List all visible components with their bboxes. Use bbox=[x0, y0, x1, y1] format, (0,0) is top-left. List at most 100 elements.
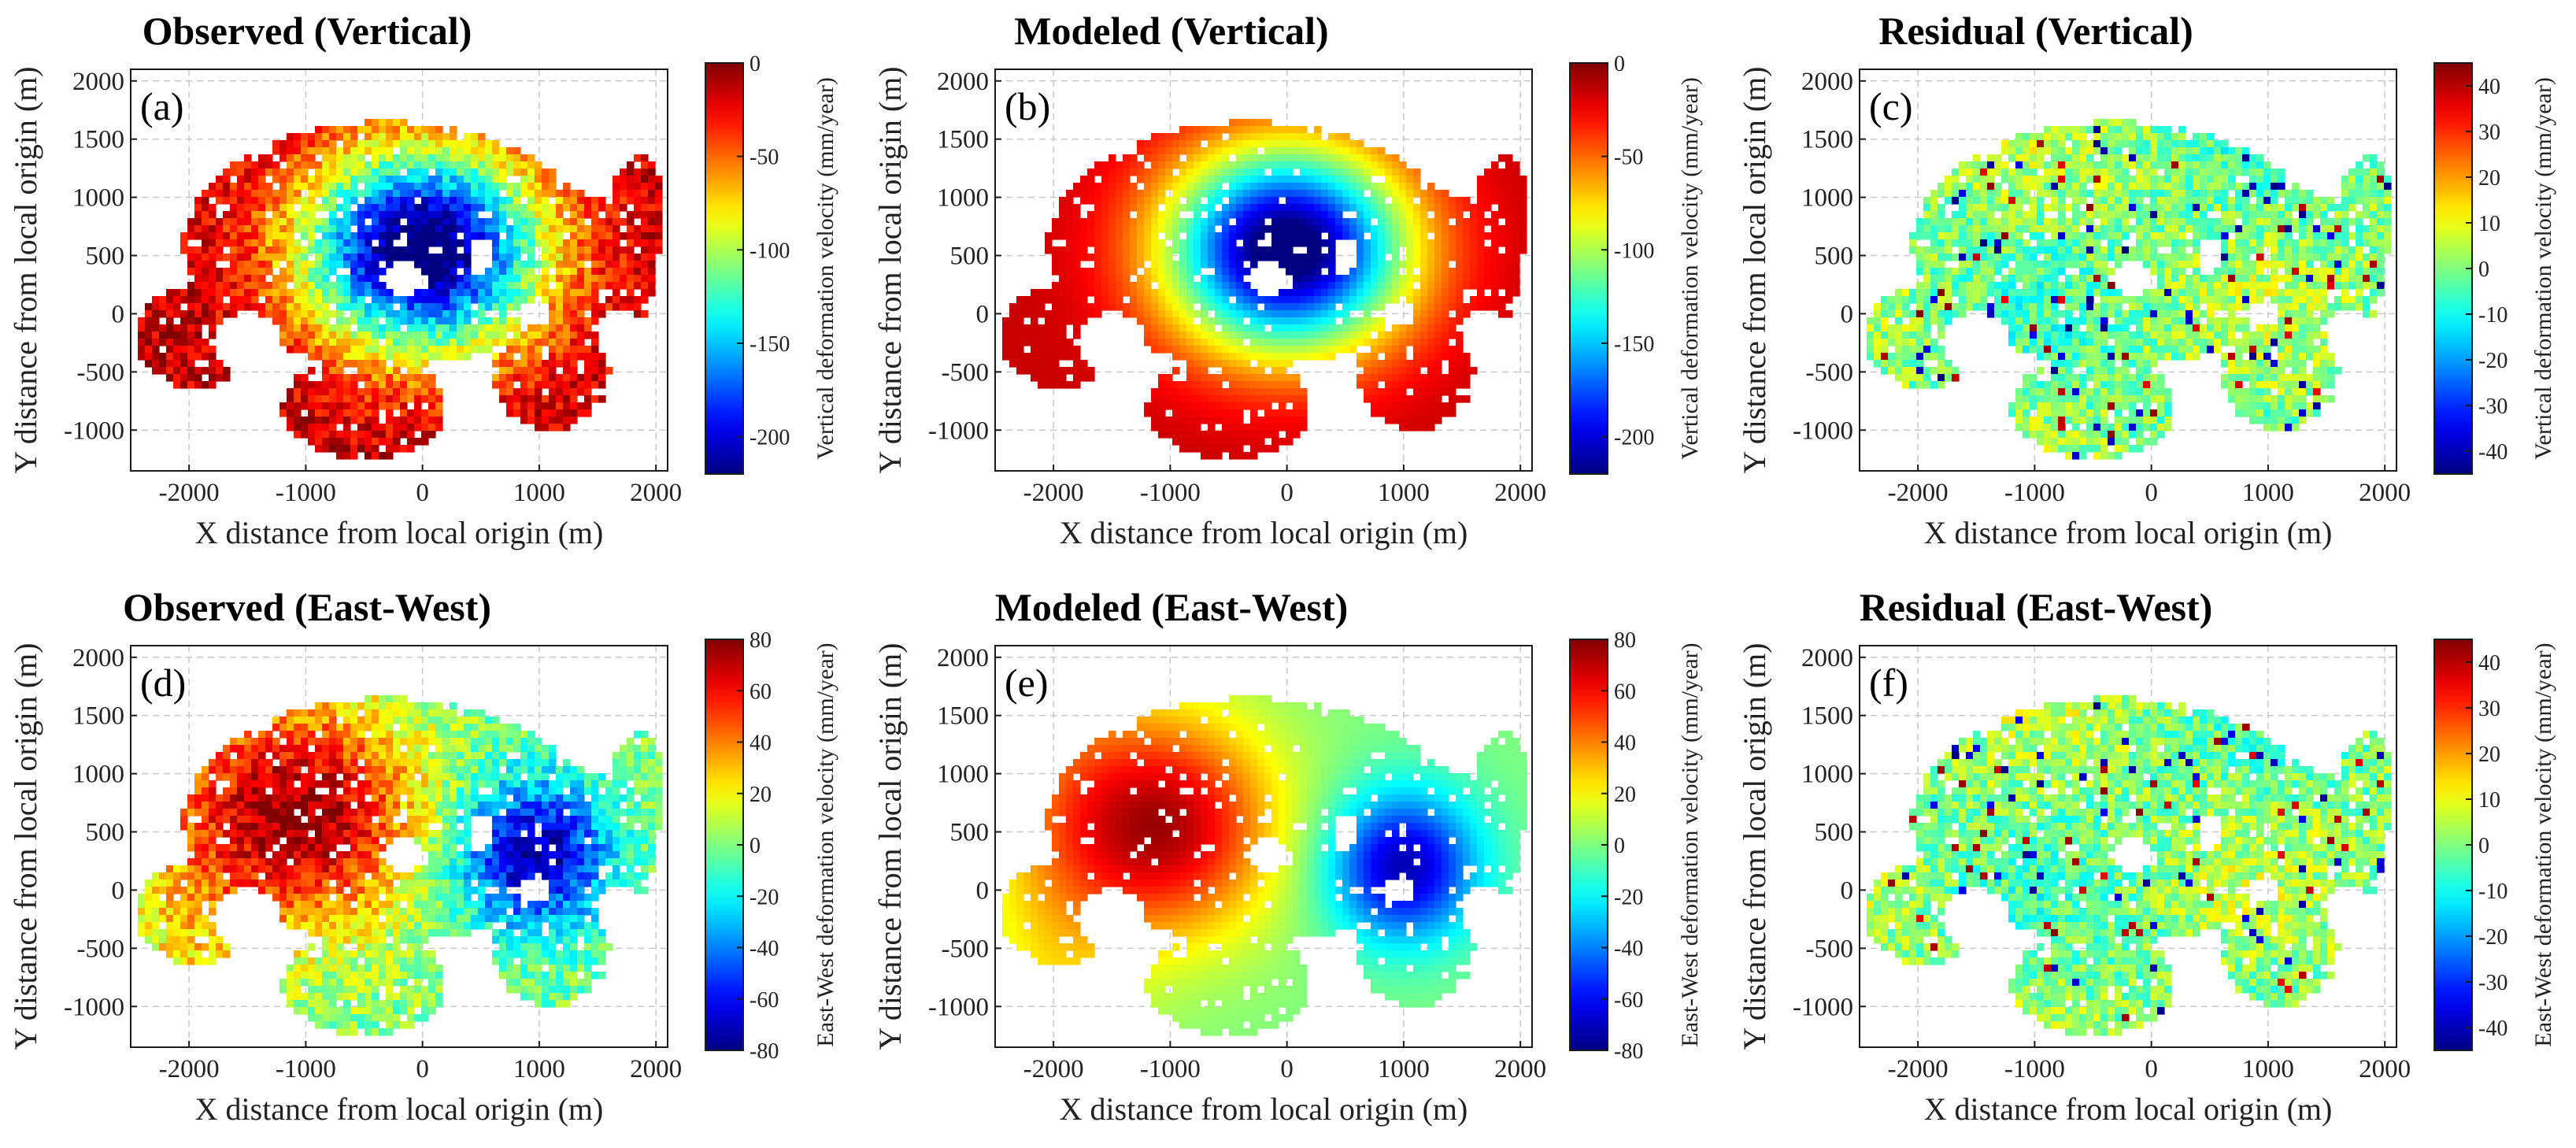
data-cell bbox=[350, 445, 358, 453]
data-cell bbox=[1994, 190, 2002, 198]
data-cell bbox=[1300, 239, 1308, 247]
data-cell bbox=[365, 331, 372, 339]
data-cell bbox=[2023, 147, 2030, 155]
data-cell bbox=[244, 190, 252, 198]
data-cell bbox=[570, 381, 578, 389]
data-cell bbox=[308, 275, 316, 283]
data-cell bbox=[1378, 225, 1386, 233]
data-cell bbox=[1215, 246, 1223, 254]
data-cell bbox=[435, 346, 443, 354]
data-cell bbox=[1959, 310, 1967, 318]
data-cell bbox=[2023, 161, 2030, 169]
data-cell bbox=[1973, 268, 1981, 276]
data-cell bbox=[1271, 246, 1279, 254]
data-cell bbox=[152, 324, 160, 332]
data-cell bbox=[1222, 424, 1230, 431]
colorbar-label: Vertical deformation velocity (mm/year) bbox=[1677, 77, 1703, 460]
data-cell bbox=[301, 133, 309, 141]
data-cell bbox=[1434, 211, 1442, 219]
data-cell bbox=[1385, 381, 1393, 389]
data-cell bbox=[1427, 388, 1435, 396]
data-cell bbox=[1470, 239, 1478, 247]
data-cell bbox=[542, 360, 550, 368]
data-cell bbox=[1151, 296, 1159, 304]
data-cell bbox=[1321, 197, 1329, 205]
data-cell bbox=[1881, 331, 1889, 339]
data-cell bbox=[315, 303, 323, 311]
data-cell bbox=[1413, 374, 1421, 382]
data-cell bbox=[407, 324, 415, 332]
data-cell bbox=[1881, 296, 1889, 304]
data-cell bbox=[166, 367, 174, 375]
data-cell bbox=[365, 395, 372, 403]
data-cell bbox=[287, 303, 294, 311]
data-cell bbox=[1052, 296, 1060, 304]
data-cell bbox=[428, 353, 436, 361]
data-cell bbox=[1215, 239, 1223, 247]
data-cell bbox=[556, 218, 564, 226]
data-cell bbox=[1413, 353, 1421, 361]
data-cell bbox=[1966, 275, 1974, 283]
data-cell bbox=[1959, 268, 1967, 276]
data-cell bbox=[450, 140, 457, 148]
data-cell bbox=[1867, 331, 1875, 339]
data-cell bbox=[1385, 183, 1393, 191]
data-cell bbox=[1286, 176, 1294, 183]
data-cell bbox=[1987, 154, 1995, 162]
data-cell bbox=[457, 211, 464, 219]
data-cell bbox=[1279, 140, 1286, 148]
data-cell bbox=[1172, 417, 1180, 424]
data-cell bbox=[1427, 402, 1435, 410]
data-cell bbox=[1201, 367, 1208, 375]
data-cell bbox=[1392, 331, 1400, 339]
data-cell bbox=[1371, 402, 1379, 410]
data-cell bbox=[1505, 289, 1513, 297]
data-cell bbox=[1477, 197, 1485, 205]
data-cell bbox=[527, 360, 535, 368]
data-cell bbox=[1194, 381, 1201, 389]
data-cell bbox=[1201, 310, 1208, 318]
data-cell bbox=[584, 282, 592, 290]
data-cell bbox=[294, 424, 302, 431]
data-cell bbox=[1101, 275, 1109, 283]
data-cell bbox=[1215, 176, 1223, 183]
data-cell bbox=[2044, 388, 2052, 396]
data-cell bbox=[1236, 197, 1244, 205]
data-cell bbox=[1938, 232, 1945, 240]
data-cell bbox=[407, 176, 415, 183]
data-cell bbox=[570, 296, 578, 304]
data-cell bbox=[407, 161, 415, 169]
data-cell bbox=[641, 282, 649, 290]
data-cell bbox=[1215, 417, 1223, 424]
data-cell bbox=[1172, 140, 1180, 148]
data-cell bbox=[492, 225, 500, 233]
data-cell bbox=[1144, 296, 1152, 304]
data-cell bbox=[1406, 339, 1414, 346]
data-cell bbox=[1427, 353, 1435, 361]
data-cell bbox=[294, 176, 302, 183]
data-cell bbox=[301, 275, 309, 283]
data-cell bbox=[1215, 353, 1223, 361]
data-cell bbox=[1378, 331, 1386, 339]
data-cell bbox=[1413, 310, 1421, 318]
data-cell bbox=[1321, 346, 1329, 354]
data-cell bbox=[542, 282, 550, 290]
data-cell bbox=[1456, 367, 1464, 375]
data-cell bbox=[2001, 168, 2009, 176]
data-cell bbox=[1250, 211, 1258, 219]
data-cell bbox=[386, 317, 394, 325]
data-cell bbox=[2044, 339, 2052, 346]
data-cell bbox=[223, 310, 231, 318]
data-cell bbox=[407, 168, 415, 176]
data-cell bbox=[1123, 289, 1131, 297]
data-cell bbox=[1930, 296, 1938, 304]
data-cell bbox=[1172, 239, 1180, 247]
data-cell bbox=[173, 289, 181, 297]
data-cell bbox=[357, 225, 365, 233]
data-cell bbox=[513, 218, 521, 226]
data-cell bbox=[1137, 275, 1145, 283]
data-cell bbox=[457, 197, 464, 205]
data-cell bbox=[1194, 176, 1201, 183]
data-cell bbox=[457, 254, 464, 261]
data-cell bbox=[1959, 183, 1967, 191]
